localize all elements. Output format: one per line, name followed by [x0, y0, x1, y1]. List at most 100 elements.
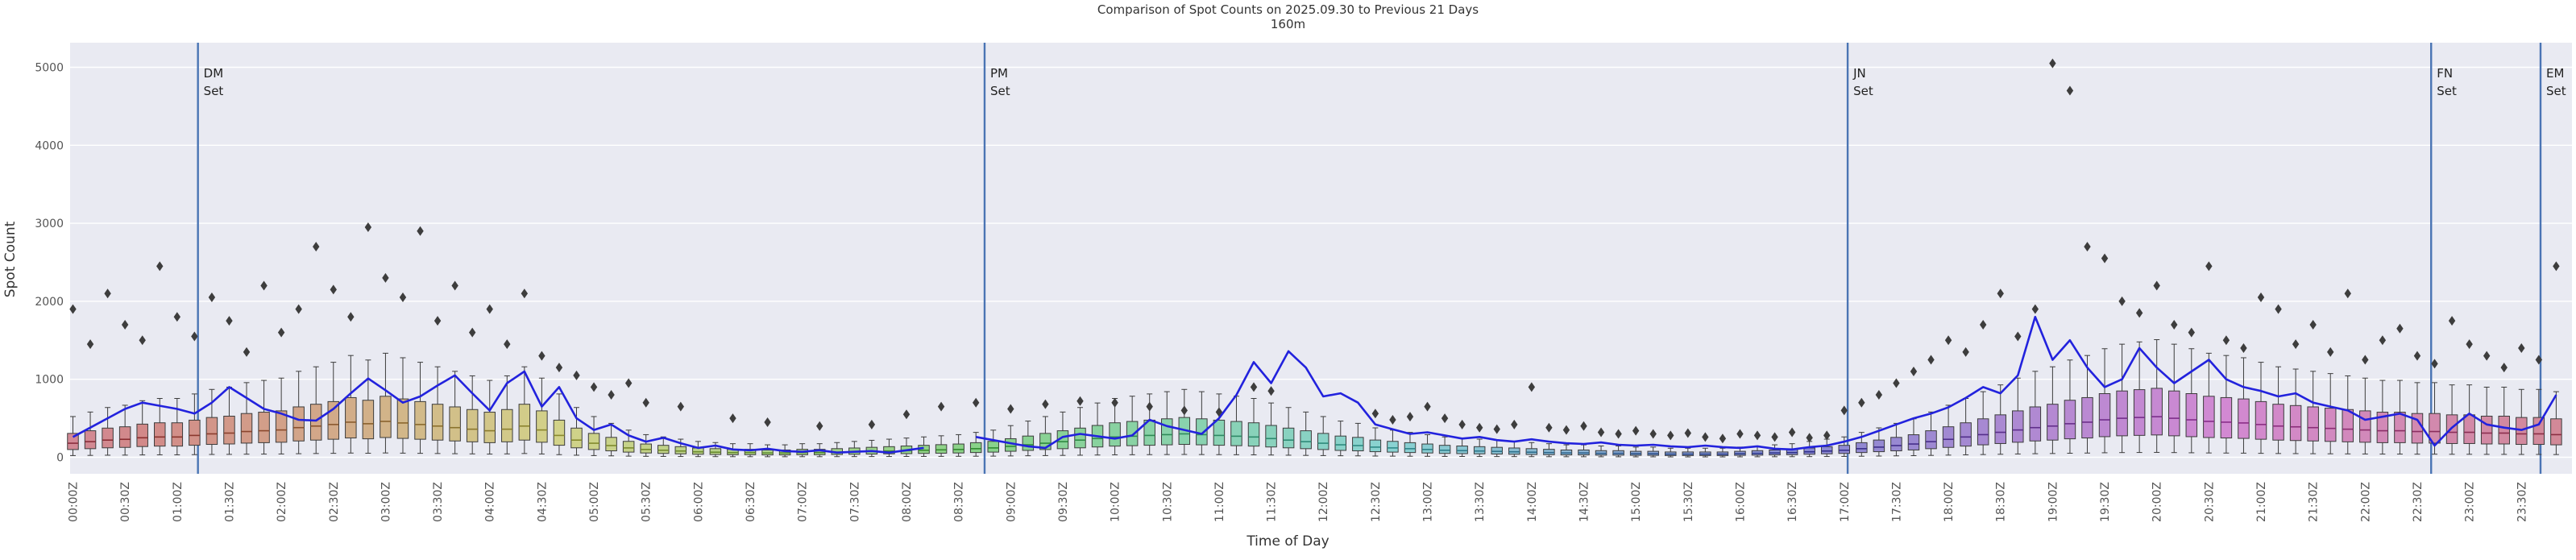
box — [380, 396, 392, 438]
x-tick-label: 12:00Z — [1317, 482, 1330, 522]
box — [1508, 447, 1520, 455]
box — [2429, 413, 2441, 444]
box — [1890, 437, 1902, 452]
outlier-point — [260, 280, 268, 291]
box — [223, 415, 235, 445]
outlier-point — [1997, 288, 2004, 299]
sunset-vline-label: EM — [2546, 66, 2564, 81]
outlier-point — [1823, 430, 1831, 441]
outlier-point — [2396, 323, 2404, 334]
x-tick-label: 02:00Z — [276, 482, 288, 522]
box — [431, 404, 444, 441]
outlier-point — [1736, 429, 1744, 439]
box — [640, 443, 652, 454]
x-tick-label: 08:30Z — [953, 482, 966, 522]
outlier-point — [104, 288, 111, 299]
outlier-point — [1545, 422, 1553, 433]
box — [189, 419, 201, 446]
outlier-point — [1684, 428, 1692, 438]
x-tick-label: 04:30Z — [536, 482, 549, 522]
box — [1856, 442, 1868, 454]
outlier-point — [1580, 421, 1587, 431]
box — [553, 419, 566, 446]
x-tick-label: 18:00Z — [1943, 482, 1956, 522]
box — [2445, 414, 2458, 444]
sunset-vline-label: Set — [990, 84, 1010, 98]
outlier-point — [521, 288, 529, 299]
box — [327, 400, 340, 440]
box — [1161, 418, 1173, 446]
outlier-point — [2292, 339, 2300, 350]
box — [2151, 388, 2163, 436]
y-tick-label: 0 — [56, 452, 64, 465]
outlier-point — [2153, 280, 2160, 291]
box — [2064, 400, 2076, 440]
box — [2307, 406, 2319, 442]
x-tick-label: 09:30Z — [1057, 482, 1070, 522]
outlier-point — [1893, 378, 1900, 388]
outlier-point — [1528, 382, 1536, 392]
sunset-vline-label: PM — [990, 66, 1008, 81]
outlier-point — [573, 370, 580, 380]
box — [2394, 412, 2406, 443]
box — [657, 445, 670, 454]
outlier-point — [1944, 335, 1952, 346]
x-tick-label: 15:30Z — [1682, 482, 1695, 522]
outlier-point — [2344, 288, 2351, 299]
box — [1925, 430, 1937, 450]
outlier-point — [382, 272, 389, 283]
y-tick-label: 3000 — [35, 218, 64, 230]
box — [1942, 426, 1955, 448]
outlier-point — [1702, 432, 1709, 442]
outlier-point — [1215, 407, 1223, 417]
box — [2168, 390, 2180, 437]
box — [1109, 422, 1121, 447]
box — [2081, 396, 2093, 439]
outlier-point — [2518, 342, 2525, 353]
outlier-point — [69, 304, 77, 314]
box — [2272, 404, 2284, 441]
box — [1907, 434, 1920, 450]
outlier-point — [2309, 319, 2317, 330]
outlier-point — [417, 226, 424, 236]
outlier-point — [2101, 253, 2109, 263]
outlier-point — [2466, 339, 2473, 350]
y-tick-label: 1000 — [35, 374, 64, 387]
box — [1456, 446, 1468, 454]
outlier-point — [1111, 397, 1118, 408]
outlier-point — [1180, 405, 1188, 416]
chart-title: Comparison of Spot Counts on 2025.09.30 … — [1097, 2, 1479, 17]
box — [2532, 417, 2545, 446]
x-tick-label: 08:00Z — [901, 482, 914, 522]
outlier-point — [1753, 430, 1761, 441]
sunset-vline-label: DM — [204, 66, 224, 81]
box — [987, 441, 999, 453]
outlier-point — [121, 319, 129, 330]
outlier-point — [1493, 424, 1500, 434]
outlier-point — [868, 419, 876, 429]
box — [275, 410, 288, 443]
outlier-point — [295, 304, 302, 314]
box — [102, 427, 114, 449]
x-tick-label: 10:00Z — [1110, 482, 1122, 522]
x-axis-label: Time of Day — [1247, 533, 1329, 550]
outlier-point — [538, 351, 545, 361]
outlier-point — [468, 327, 476, 338]
box — [449, 406, 461, 442]
x-tick-label: 15:00Z — [1630, 482, 1643, 522]
outlier-point — [1250, 382, 1258, 392]
box — [466, 409, 479, 442]
outlier-point — [2448, 316, 2456, 326]
x-tick-label: 17:30Z — [1890, 482, 1903, 522]
box — [1369, 439, 1382, 453]
box — [2376, 412, 2389, 443]
outlier-point — [1441, 413, 1449, 424]
outlier-point — [2066, 85, 2074, 96]
box — [2133, 389, 2146, 436]
box — [1247, 422, 1260, 447]
outlier-point — [624, 378, 633, 388]
outlier-point — [1962, 346, 1969, 357]
sunset-vline-label: JN — [1852, 66, 1866, 81]
outlier-point — [277, 327, 285, 338]
